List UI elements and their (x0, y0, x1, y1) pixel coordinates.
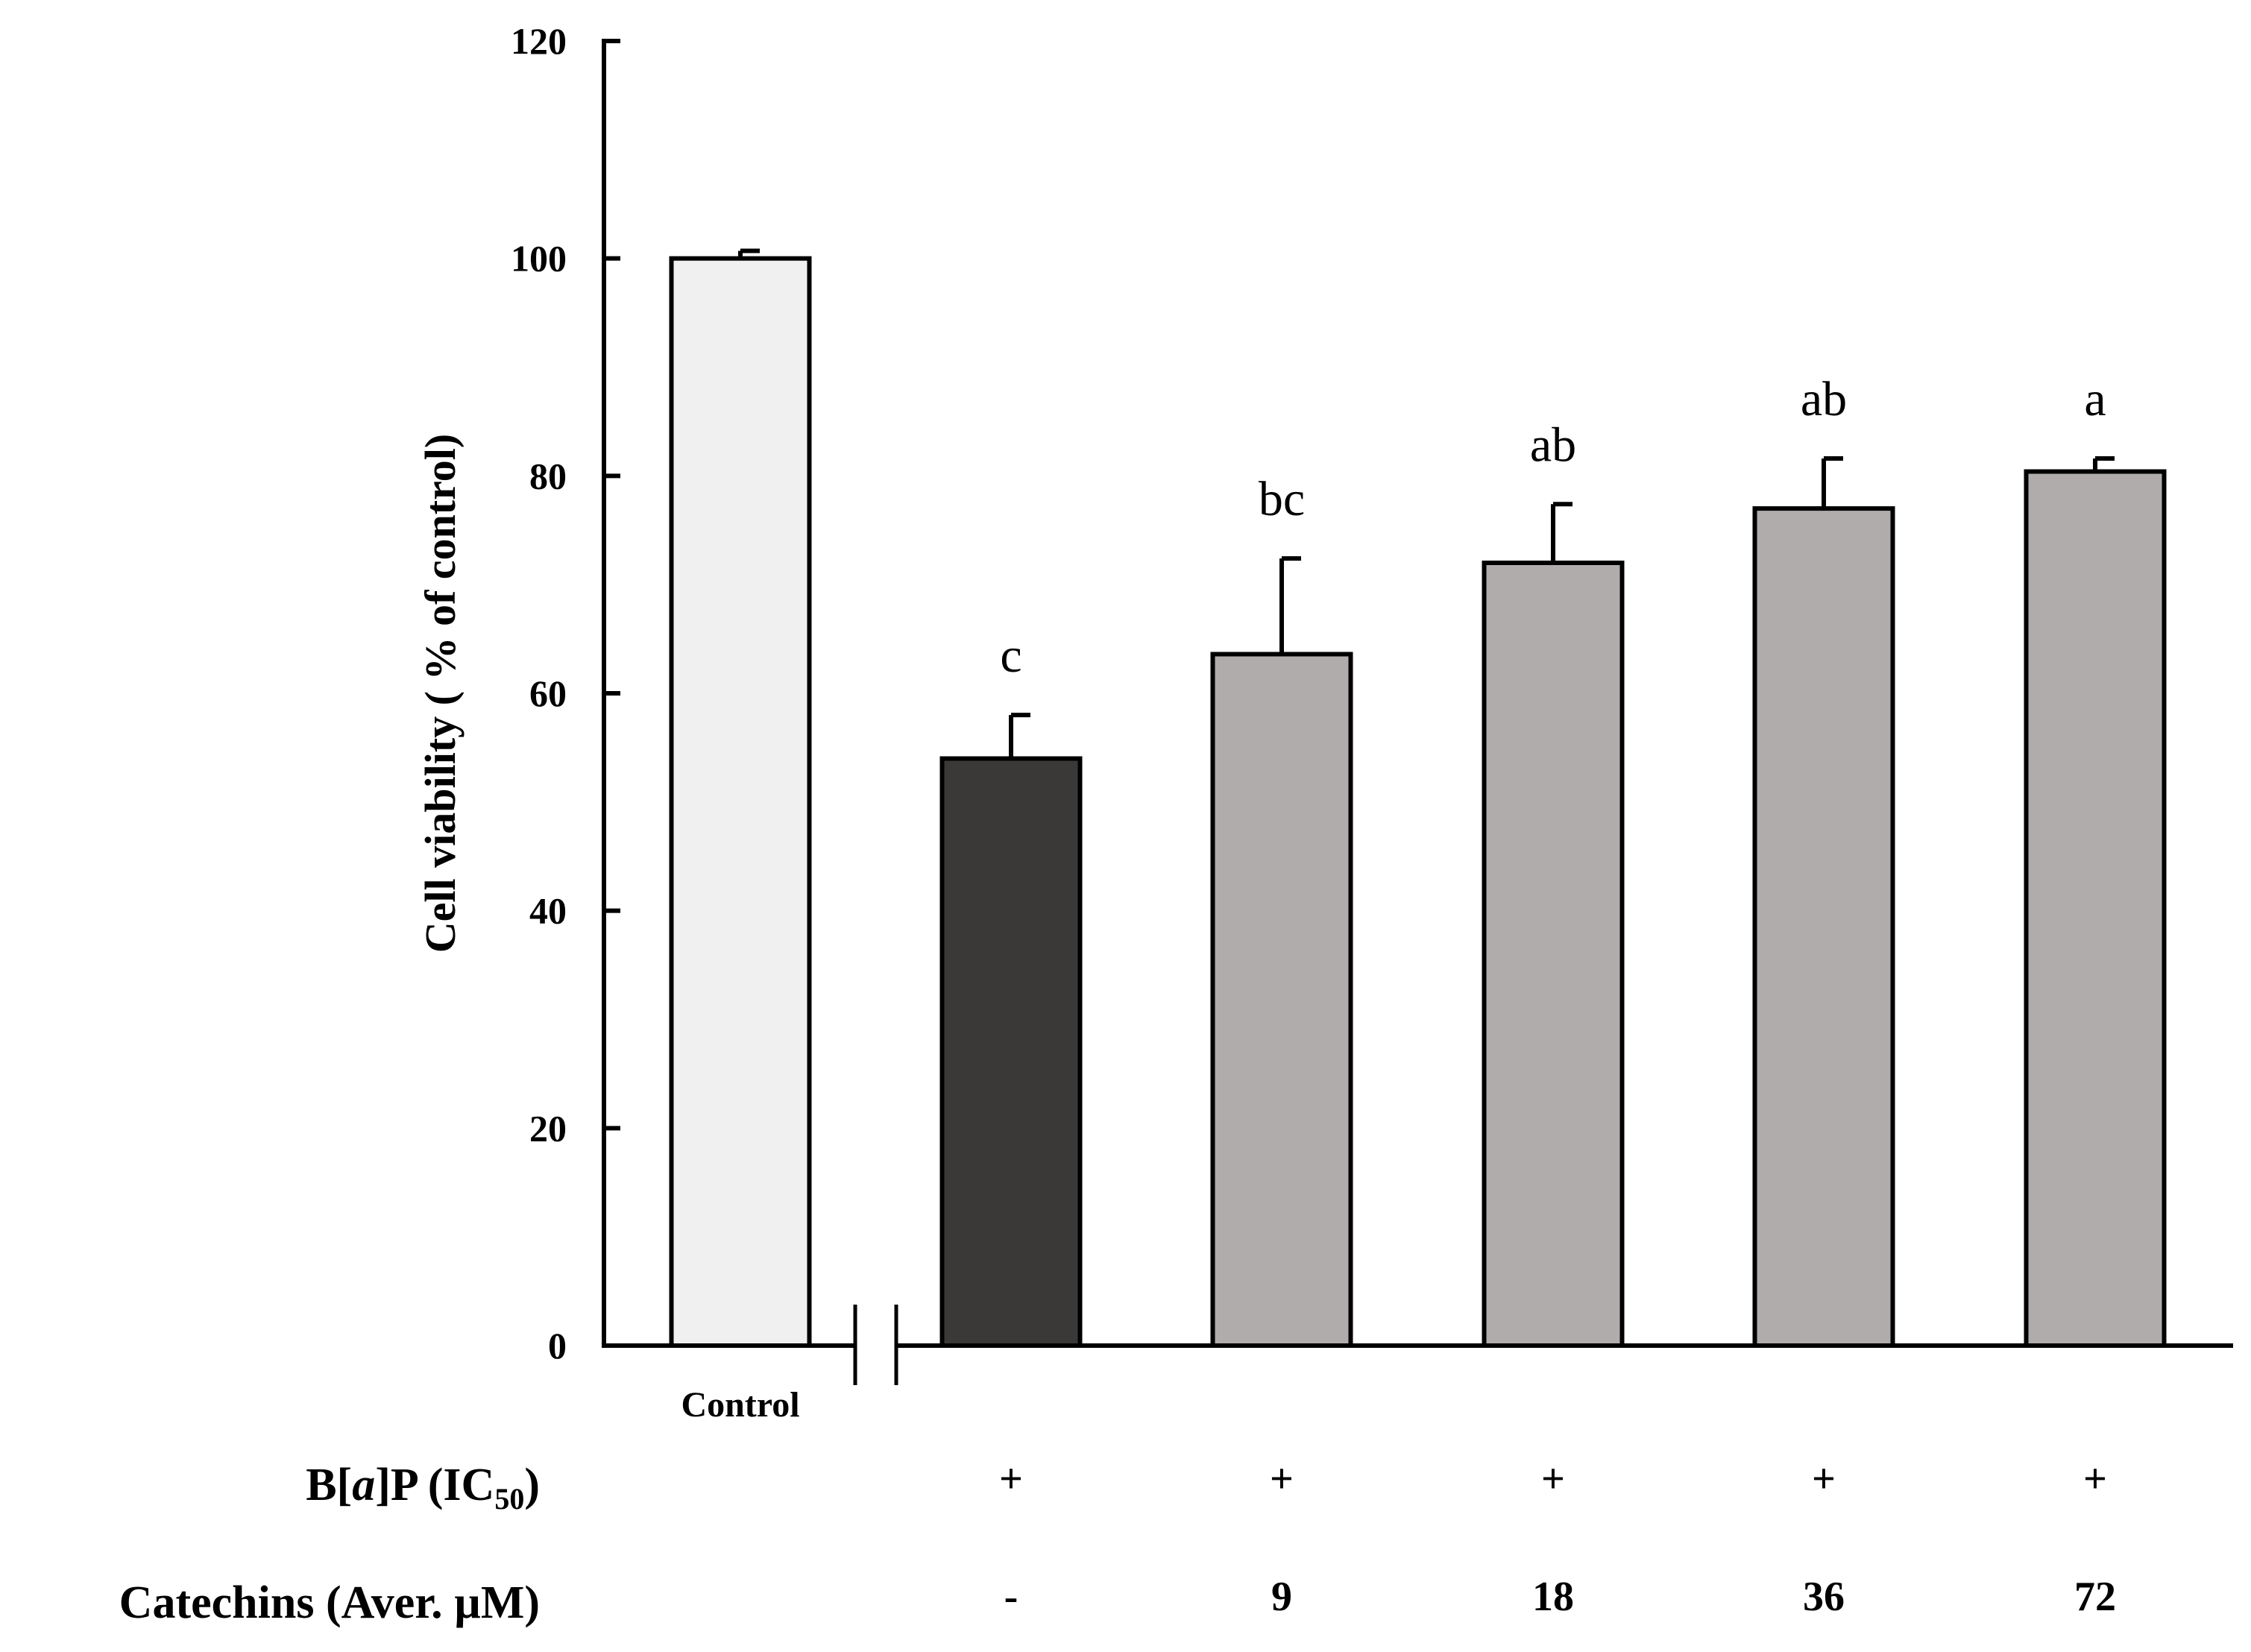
y-tick-label-4: 80 (529, 455, 567, 496)
bar-2 (1210, 652, 1353, 1348)
significance-label-3: ab (1530, 417, 1576, 472)
row-label-bap: B[a]P (IC50) (306, 1460, 540, 1516)
bar-4 (1752, 506, 1895, 1348)
row-1-value-4: 36 (1803, 1574, 1845, 1620)
significance-label-1: c (1000, 628, 1021, 683)
bar-3 (1482, 561, 1625, 1348)
y-tick-label-2: 40 (529, 890, 567, 932)
y-tick-label-5: 100 (511, 238, 567, 280)
row-0-value-3: + (1541, 1456, 1565, 1502)
y-tick-label-3: 60 (529, 672, 567, 714)
significance-label-5: a (2084, 372, 2106, 426)
row-0-value-2: + (1270, 1456, 1294, 1502)
row-0-value-4: + (1812, 1456, 1836, 1502)
row-label-catechins: Catechins (Aver. µM) (119, 1577, 540, 1628)
bar-1 (939, 756, 1083, 1348)
row-0-value-5: + (2083, 1456, 2107, 1502)
row-1-value-5: 72 (2074, 1574, 2116, 1620)
axis-break-gap (855, 1338, 896, 1353)
plot-area: Control c bc ab ab a 0 20 40 60 80 100 120 + + + + + - 9 18 3… (511, 20, 2233, 1620)
row-1-value-1: - (1004, 1574, 1019, 1620)
category-label-0: Control (681, 1385, 799, 1425)
y-tick-label-1: 20 (529, 1107, 567, 1149)
y-tick-label-6: 120 (511, 20, 567, 62)
bar-0 (669, 256, 812, 1349)
significance-label-2: bc (1259, 472, 1305, 526)
row-1-value-2: 9 (1271, 1574, 1292, 1620)
significance-label-4: ab (1801, 372, 1847, 426)
y-axis-title: Cell viability ( % of control) (416, 434, 465, 953)
y-tick-label-0: 0 (548, 1325, 567, 1366)
row-1-value-3: 18 (1532, 1574, 1574, 1620)
row-0-value-1: + (999, 1456, 1023, 1502)
bar-5 (2024, 469, 2167, 1348)
